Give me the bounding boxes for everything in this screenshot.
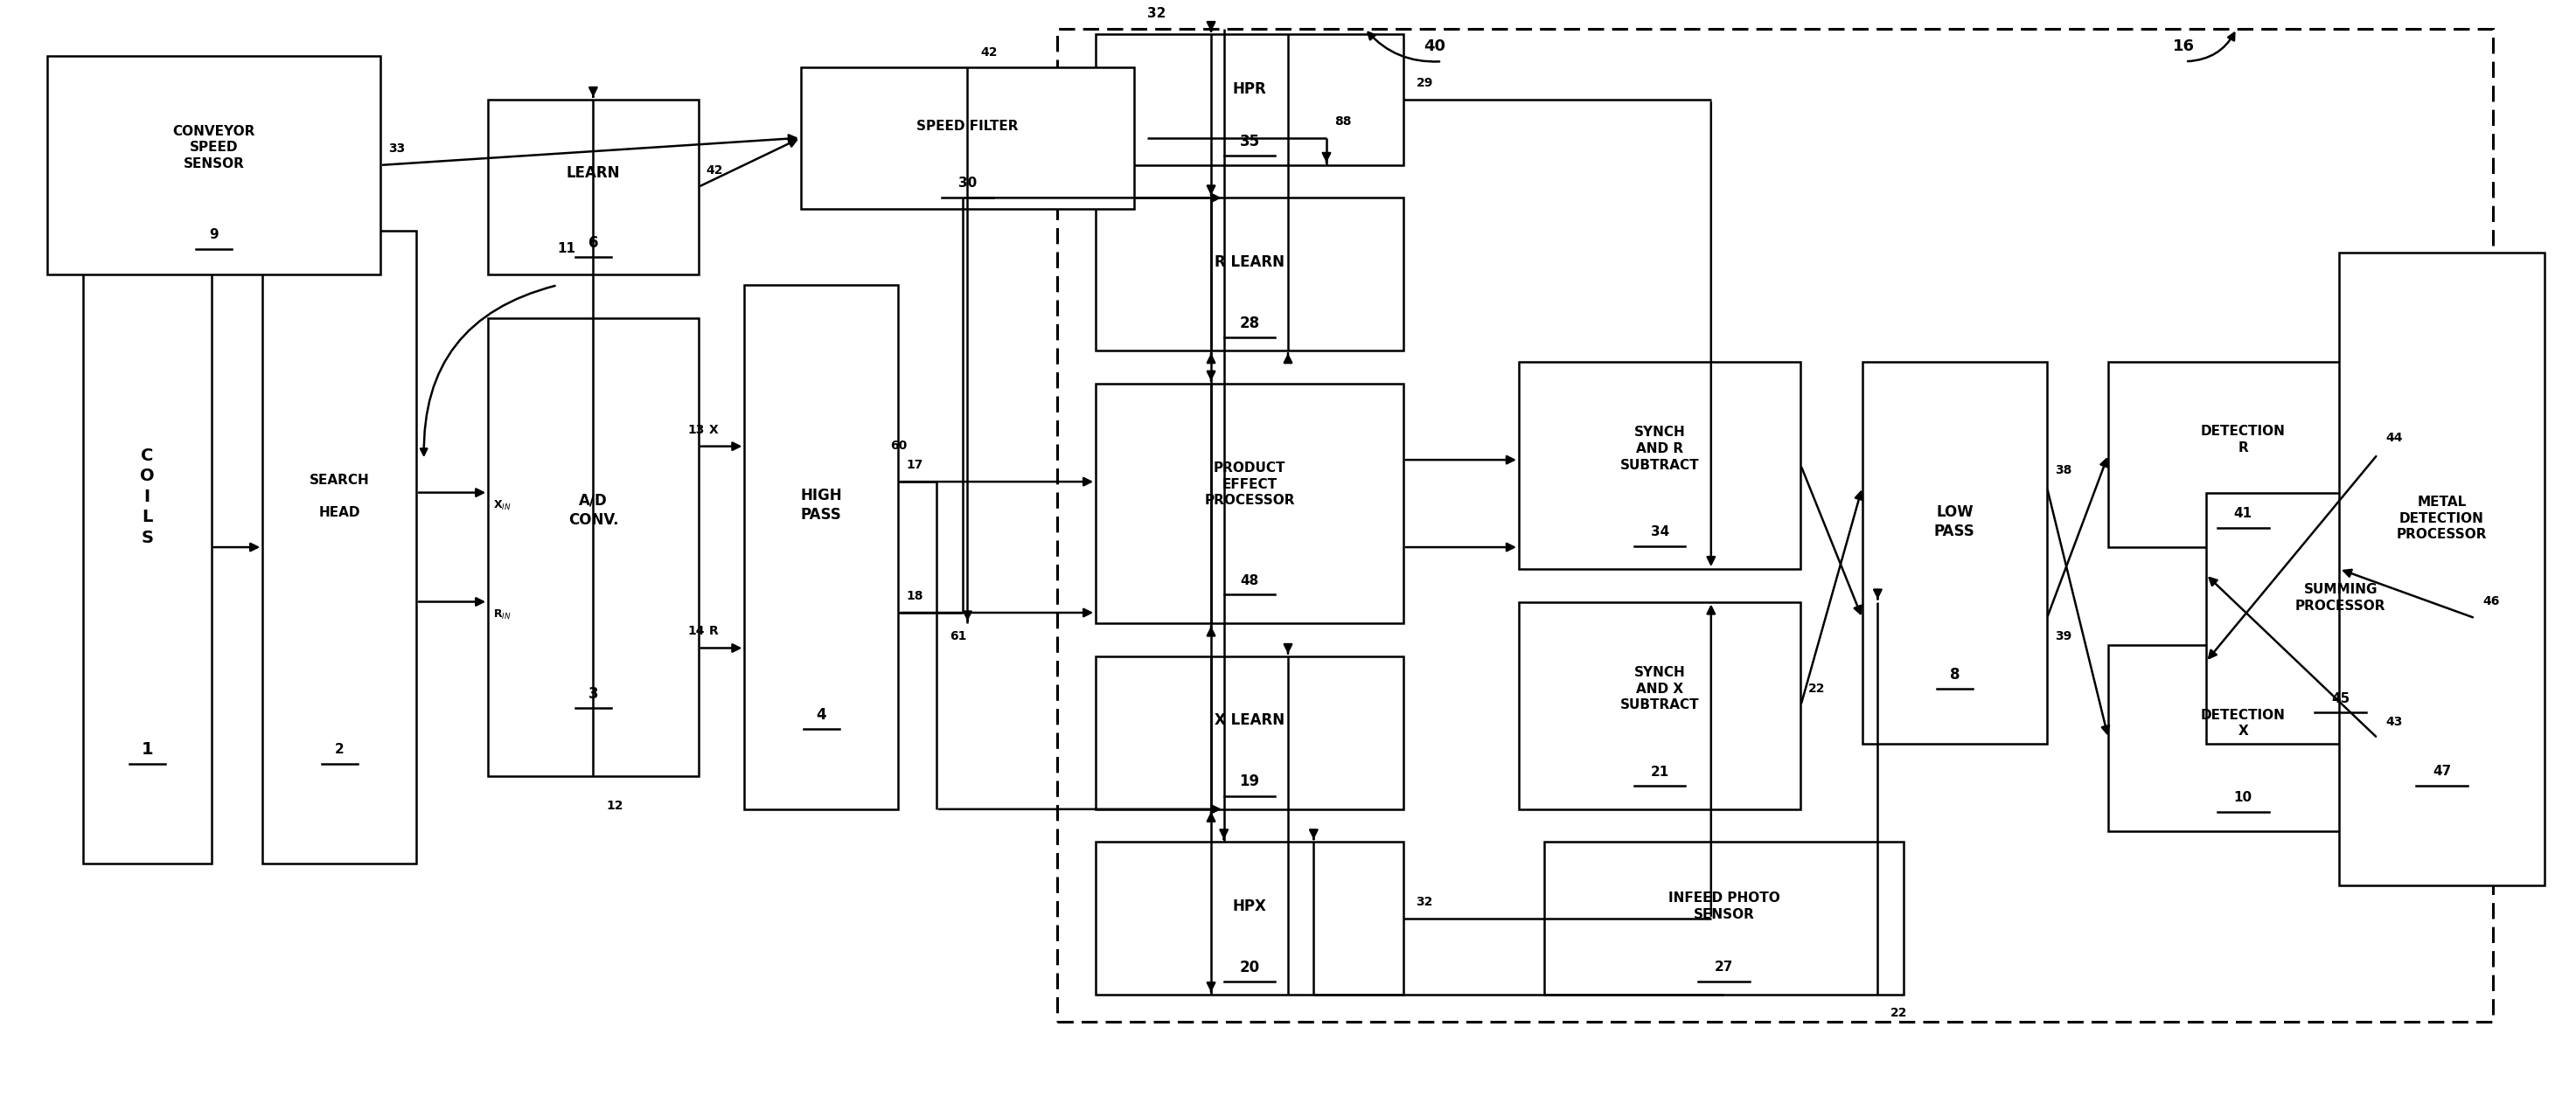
Text: SUMMING
PROCESSOR: SUMMING PROCESSOR xyxy=(2295,584,2385,613)
Text: DETECTION
X: DETECTION X xyxy=(2200,708,2285,738)
Bar xyxy=(1095,842,1404,995)
Text: LOW
PASS: LOW PASS xyxy=(1935,505,1976,539)
Text: 47: 47 xyxy=(2432,765,2450,778)
Text: SPEED FILTER: SPEED FILTER xyxy=(917,120,1018,133)
Text: 16: 16 xyxy=(2172,38,2195,54)
Bar xyxy=(46,56,381,274)
Text: 4: 4 xyxy=(817,707,827,723)
Text: 13: 13 xyxy=(688,424,706,436)
Text: 40: 40 xyxy=(1425,38,1445,54)
Bar xyxy=(1862,362,2048,744)
Text: 32: 32 xyxy=(1417,896,1432,908)
Text: 41: 41 xyxy=(2233,507,2251,521)
Text: X$_{IN}$: X$_{IN}$ xyxy=(492,500,510,513)
Bar xyxy=(2107,362,2378,547)
Text: 2: 2 xyxy=(335,744,345,756)
Text: 22: 22 xyxy=(1891,1007,1909,1019)
Bar xyxy=(487,317,698,776)
Text: 48: 48 xyxy=(1239,574,1260,587)
Text: 39: 39 xyxy=(2056,630,2071,643)
Text: 12: 12 xyxy=(605,799,623,811)
Text: 14: 14 xyxy=(688,625,706,637)
Bar xyxy=(1520,362,1801,569)
Text: 21: 21 xyxy=(1651,765,1669,778)
Bar xyxy=(82,231,211,864)
Bar xyxy=(1520,602,1801,809)
Text: 17: 17 xyxy=(907,458,922,472)
Text: 18: 18 xyxy=(907,591,922,603)
Text: 27: 27 xyxy=(1716,960,1734,973)
Text: 46: 46 xyxy=(2483,595,2499,607)
Text: LEARN: LEARN xyxy=(567,165,621,181)
Bar xyxy=(1095,656,1404,809)
Bar xyxy=(801,67,1133,209)
Text: 11: 11 xyxy=(556,242,574,255)
Text: 35: 35 xyxy=(1239,133,1260,150)
Bar xyxy=(2339,252,2545,886)
Text: 30: 30 xyxy=(958,176,976,190)
Bar xyxy=(1546,842,1904,995)
Text: SYNCH
AND X
SUBTRACT: SYNCH AND X SUBTRACT xyxy=(1620,666,1700,712)
Text: PRODUCT
EFFECT
PROCESSOR: PRODUCT EFFECT PROCESSOR xyxy=(1206,462,1296,507)
Text: 19: 19 xyxy=(1239,774,1260,789)
Text: 42: 42 xyxy=(981,47,997,59)
Text: 22: 22 xyxy=(1808,683,1826,695)
Text: 3: 3 xyxy=(587,686,598,702)
Bar xyxy=(487,100,698,274)
Text: 29: 29 xyxy=(1417,77,1432,89)
Text: METAL
DETECTION
PROCESSOR: METAL DETECTION PROCESSOR xyxy=(2396,495,2486,542)
Text: 34: 34 xyxy=(1651,525,1669,538)
Text: 42: 42 xyxy=(706,164,724,176)
Text: 6: 6 xyxy=(587,235,598,251)
Bar xyxy=(1095,383,1404,624)
Text: R$_{IN}$: R$_{IN}$ xyxy=(492,608,510,622)
Text: R LEARN: R LEARN xyxy=(1213,254,1285,270)
Text: CONVEYOR
SPEED
SENSOR: CONVEYOR SPEED SENSOR xyxy=(173,124,255,171)
Bar xyxy=(263,231,417,864)
Text: R: R xyxy=(708,625,719,637)
Bar xyxy=(1056,29,2494,1022)
Bar xyxy=(744,285,899,809)
Text: 1: 1 xyxy=(142,741,152,758)
Text: C
O
I
L
S: C O I L S xyxy=(139,447,155,546)
Text: X LEARN: X LEARN xyxy=(1213,713,1285,728)
Text: 28: 28 xyxy=(1239,315,1260,331)
Text: 43: 43 xyxy=(2385,716,2403,728)
Text: 8: 8 xyxy=(1950,667,1960,683)
Text: SEARCH

HEAD: SEARCH HEAD xyxy=(309,474,368,519)
Text: A/D
CONV.: A/D CONV. xyxy=(569,493,618,528)
Text: SYNCH
AND R
SUBTRACT: SYNCH AND R SUBTRACT xyxy=(1620,426,1700,472)
Text: 61: 61 xyxy=(951,630,966,643)
Bar xyxy=(2107,645,2378,831)
Text: HPX: HPX xyxy=(1231,898,1267,914)
Text: 60: 60 xyxy=(891,440,907,452)
Text: 9: 9 xyxy=(209,229,219,242)
Text: 33: 33 xyxy=(389,142,404,154)
Text: 32: 32 xyxy=(1146,8,1167,20)
Text: 45: 45 xyxy=(2331,692,2349,705)
Text: 20: 20 xyxy=(1239,959,1260,975)
Bar xyxy=(1095,198,1404,351)
Text: INFEED PHOTO
SENSOR: INFEED PHOTO SENSOR xyxy=(1669,891,1780,921)
Text: 44: 44 xyxy=(2385,432,2403,444)
Bar xyxy=(2205,493,2476,744)
Text: DETECTION
R: DETECTION R xyxy=(2200,425,2285,454)
Bar xyxy=(1095,34,1404,165)
Text: X: X xyxy=(708,424,719,436)
Text: 10: 10 xyxy=(2233,791,2251,804)
Text: 88: 88 xyxy=(1334,115,1352,128)
Text: HIGH
PASS: HIGH PASS xyxy=(801,487,842,523)
Text: 38: 38 xyxy=(2056,464,2071,476)
Text: HPR: HPR xyxy=(1231,81,1267,97)
